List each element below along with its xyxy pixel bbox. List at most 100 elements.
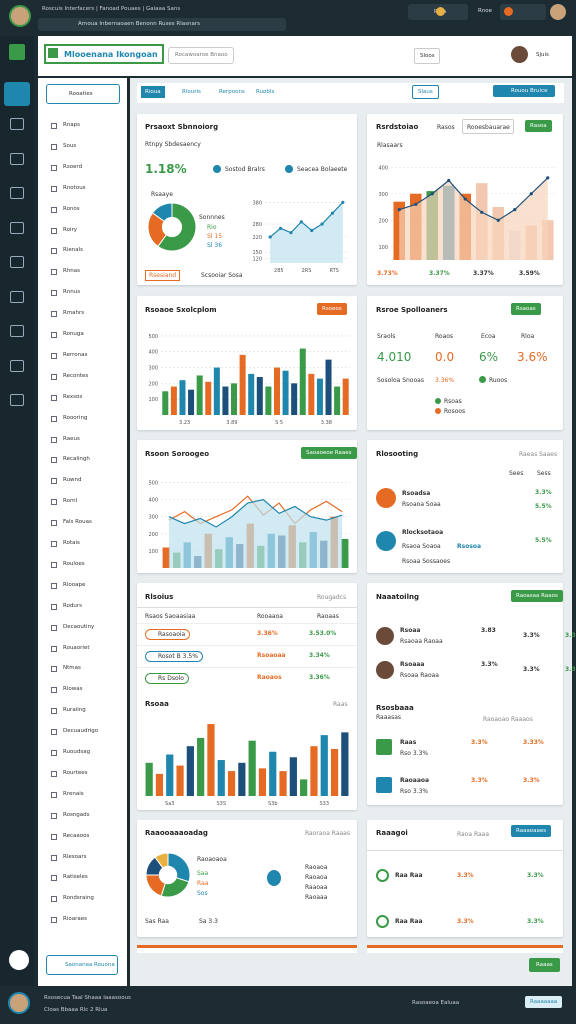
legend-label: Raa xyxy=(197,880,209,887)
menu-item[interactable]: Rourtees xyxy=(63,769,88,776)
bar xyxy=(176,765,184,796)
sidebar-search[interactable]: Rooaties xyxy=(46,84,120,104)
row-divider xyxy=(137,667,357,668)
tab[interactable]: Rlouris xyxy=(182,89,201,95)
bar xyxy=(222,386,229,415)
nav-icon[interactable] xyxy=(10,152,24,165)
menu-item[interactable]: Rlesoars xyxy=(63,853,87,860)
list-item: Raaoaa xyxy=(305,884,328,891)
menu-item[interactable]: Rsoerd xyxy=(63,163,83,170)
row-icon xyxy=(376,777,392,793)
bar xyxy=(299,348,306,415)
nav-icon-active[interactable] xyxy=(4,82,30,106)
nav-icon[interactable] xyxy=(10,394,24,406)
search[interactable]: Rocawoaroe Bnaoo xyxy=(168,47,234,64)
area xyxy=(168,499,343,568)
status-button[interactable]: Raaaaaaa xyxy=(525,996,563,1008)
menu-item[interactable]: Ntmas xyxy=(63,665,81,672)
button[interactable]: Raoasaa Raaos xyxy=(511,590,563,602)
button[interactable]: Raaaoaaes xyxy=(511,825,552,837)
menu-item[interactable]: Ratiseles xyxy=(63,874,88,881)
tab[interactable]: Ruobls xyxy=(256,89,275,95)
action-button[interactable]: Slaus xyxy=(412,85,439,99)
menu-icon xyxy=(51,541,57,547)
menu-item[interactable]: Rodurs xyxy=(63,602,83,609)
menu-item[interactable]: Ruwnd xyxy=(63,477,82,484)
address-bar[interactable]: Arnoua Inbernaoaen Benonn Ruses Rlasnars xyxy=(38,18,286,31)
action-button[interactable]: Rouou Bruice xyxy=(493,85,556,97)
menu-item[interactable]: Ronuga xyxy=(63,331,84,337)
menu-item[interactable]: Ruraiing xyxy=(63,707,86,714)
home-icon[interactable] xyxy=(9,44,25,60)
menu-item[interactable]: Rornl xyxy=(63,498,78,505)
filter[interactable]: Raoa Raaa xyxy=(457,831,490,838)
menu-item[interactable]: Rerronas xyxy=(63,351,88,358)
menu-item[interactable]: Ronos xyxy=(63,205,80,212)
nav-icon[interactable] xyxy=(10,359,24,372)
menu-item[interactable]: Rlooape xyxy=(63,581,86,588)
card-title: Raaooaaaoadag xyxy=(145,829,208,837)
filter[interactable]: Raeas Saaes xyxy=(519,451,558,458)
menu-item[interactable]: Rnaps xyxy=(63,122,81,128)
button[interactable]: Rasoa xyxy=(525,120,552,132)
column-label: Sraols xyxy=(377,333,396,340)
header-button[interactable]: Sloos xyxy=(414,48,440,64)
menu-item[interactable]: Rienals xyxy=(63,247,83,254)
menu-item[interactable]: Roooring xyxy=(63,414,88,421)
menu-item[interactable]: Ruoudsag xyxy=(63,749,91,755)
bar xyxy=(320,735,328,796)
nav-icon[interactable] xyxy=(10,221,24,234)
menu-item[interactable]: Fals Rouas xyxy=(63,519,92,526)
menu-item[interactable]: Rotais xyxy=(63,540,80,546)
menu-item[interactable]: Roiry xyxy=(63,226,77,233)
legend-label: Raoaoaoa xyxy=(197,856,227,863)
section-sub: Raaasas xyxy=(376,714,401,721)
menu-item[interactable]: Rnotous xyxy=(63,184,86,191)
menu-item[interactable]: Rondsraing xyxy=(63,895,94,902)
logo[interactable]: Mlooenana Ikongoan xyxy=(44,44,164,64)
menu-item[interactable]: Recontes xyxy=(63,372,89,379)
menu-item[interactable]: Recaaoos xyxy=(63,832,90,839)
button[interactable]: Raaas xyxy=(529,958,560,972)
menu-item[interactable]: Recalingh xyxy=(63,456,90,463)
row-value: 3.3% xyxy=(471,739,488,746)
point xyxy=(268,235,272,239)
tab[interactable]: Rerpoons xyxy=(219,89,245,95)
menu-item[interactable]: Sous xyxy=(63,142,77,149)
point xyxy=(414,202,418,206)
x-tick-label: 2RS xyxy=(302,268,312,274)
x-tick-label: Sa3 xyxy=(165,801,174,807)
filter[interactable]: Raoraoa Raaas xyxy=(305,830,350,837)
nav-icon[interactable] xyxy=(10,118,24,130)
menu-item[interactable]: Rouloes xyxy=(63,560,85,567)
help-icon[interactable] xyxy=(9,950,29,970)
filter[interactable]: Rasos xyxy=(437,124,455,131)
menu-item[interactable]: Rnnus xyxy=(63,289,81,296)
nav-icon[interactable] xyxy=(10,325,24,337)
menu-item[interactable]: Rioaraes xyxy=(63,916,87,923)
sidebar-footer[interactable]: Saonanaa Rouona xyxy=(46,955,118,975)
menu-item[interactable]: Rouaoriet xyxy=(63,644,90,651)
filter[interactable]: Rougadcs xyxy=(317,594,347,601)
tab[interactable]: Rioua xyxy=(141,86,165,98)
bar xyxy=(186,746,194,796)
menu-item[interactable]: Rrenais xyxy=(63,790,84,797)
menu-item[interactable]: Raeus xyxy=(63,435,80,442)
menu-item[interactable]: Rmahrs xyxy=(63,310,85,317)
nav-icon[interactable] xyxy=(10,256,24,268)
legend-icon xyxy=(285,165,293,173)
menu-item[interactable]: Rhnas xyxy=(63,268,81,275)
nav-icon[interactable] xyxy=(10,290,24,303)
row-value: 3.34% xyxy=(309,652,330,659)
menu-item[interactable]: Decaoutiny xyxy=(63,623,95,630)
menu-item[interactable]: Rlowas xyxy=(63,686,83,693)
button[interactable]: Rsoeos xyxy=(317,303,347,315)
nav-icon[interactable] xyxy=(10,187,24,199)
button[interactable]: Rsaoas xyxy=(511,303,541,315)
menu-item[interactable]: Decuaudrigo xyxy=(63,728,99,735)
button[interactable]: Saoaoeoe Raaes xyxy=(301,447,357,459)
menu-item[interactable]: Rosngads xyxy=(63,811,90,818)
card: Rlosooting Raeas Saaes Sees Sess Rsoadsa… xyxy=(367,440,563,573)
input[interactable]: Rooesbauarae xyxy=(462,119,514,134)
menu-item[interactable]: Rexsos xyxy=(63,393,83,400)
